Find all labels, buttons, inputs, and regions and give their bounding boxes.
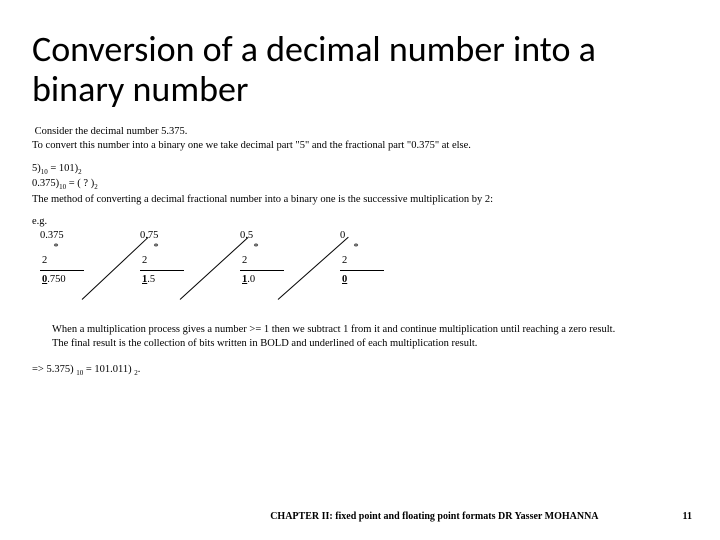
explain-l2: The final result is the collection of bi… bbox=[52, 338, 477, 349]
intro-block: Consider the decimal number 5.375. To co… bbox=[32, 125, 688, 153]
content-area: Consider the decimal number 5.375. To co… bbox=[32, 125, 688, 379]
conv-l1-pre: 5) bbox=[32, 163, 41, 174]
mult-container: 0.375*20.7500.75*21.50.5*21.00*20 bbox=[40, 229, 688, 309]
mult-column: 0.375*20.750 bbox=[40, 229, 110, 288]
footer-page: 11 bbox=[683, 511, 692, 522]
mult-column: 0*20 bbox=[340, 229, 410, 288]
mult-two: 2 bbox=[242, 254, 310, 268]
intro-l2: To convert this number into a binary one… bbox=[32, 140, 471, 151]
conv-l3: The method of converting a decimal fract… bbox=[32, 194, 493, 205]
explain-block: When a multiplication process gives a nu… bbox=[52, 323, 688, 351]
mult-line bbox=[240, 270, 284, 271]
result-mid: = 101.011) bbox=[83, 364, 134, 375]
footer-chapter: CHAPTER II: fixed point and floating poi… bbox=[270, 511, 598, 522]
conversion-block: 5)10 = 101)2 0.375)10 = ( ? )2 The metho… bbox=[32, 162, 688, 207]
mult-top: 0.75 bbox=[140, 229, 210, 243]
conv-l1-sub1: 10 bbox=[41, 168, 48, 176]
mult-line bbox=[340, 270, 384, 271]
eg-label: e.g. bbox=[32, 215, 688, 229]
conv-l1-mid: = 101) bbox=[48, 163, 78, 174]
mult-result: 0 bbox=[342, 273, 410, 287]
mult-top: 0.375 bbox=[40, 229, 110, 243]
intro-l1: Consider the decimal number 5.375. bbox=[35, 126, 188, 137]
mult-star: * bbox=[40, 241, 72, 255]
mult-top: 0.5 bbox=[240, 229, 310, 243]
conv-l1-sub2: 2 bbox=[78, 168, 82, 176]
mult-two: 2 bbox=[142, 254, 210, 268]
conv-l2-mid: = ( ? ) bbox=[66, 178, 94, 189]
mult-line bbox=[40, 270, 84, 271]
conv-l2-sub2: 2 bbox=[94, 183, 98, 191]
result-post: . bbox=[138, 364, 141, 375]
conv-l2-pre: 0.375) bbox=[32, 178, 59, 189]
mult-star: * bbox=[340, 241, 372, 255]
mult-line bbox=[140, 270, 184, 271]
mult-two: 2 bbox=[42, 254, 110, 268]
explain-l1: When a multiplication process gives a nu… bbox=[52, 324, 615, 335]
mult-star: * bbox=[240, 241, 272, 255]
mult-column: 0.75*21.5 bbox=[140, 229, 210, 288]
mult-star: * bbox=[140, 241, 172, 255]
example-block: e.g. 0.375*20.7500.75*21.50.5*21.00*20 bbox=[32, 215, 688, 309]
result-block: => 5.375) 10 = 101.011) 2. bbox=[32, 363, 688, 379]
footer: CHAPTER II: fixed point and floating poi… bbox=[28, 511, 692, 522]
page-title: Conversion of a decimal number into a bi… bbox=[32, 30, 688, 109]
mult-two: 2 bbox=[342, 254, 410, 268]
result-pre: => 5.375) bbox=[32, 364, 76, 375]
